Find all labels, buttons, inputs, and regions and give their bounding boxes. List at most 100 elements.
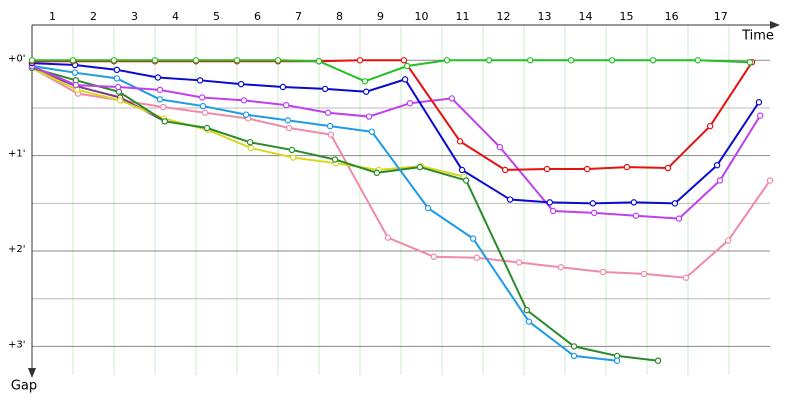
data-point — [496, 143, 504, 151]
data-point — [321, 85, 329, 93]
data-point — [589, 200, 597, 207]
data-point — [443, 57, 451, 64]
x-tick-label: 13 — [538, 10, 552, 23]
data-point — [274, 57, 282, 64]
series-line — [32, 59, 753, 171]
data-point — [201, 109, 209, 116]
data-point — [28, 57, 36, 64]
data-point — [525, 318, 533, 325]
data-point — [72, 81, 80, 89]
data-point — [462, 177, 470, 184]
data-point — [368, 128, 376, 136]
data-point — [289, 154, 297, 161]
data-point — [506, 196, 514, 203]
data-point — [458, 166, 466, 174]
data-point — [365, 113, 373, 120]
x-axis-arrow — [770, 21, 780, 29]
series-line — [31, 66, 659, 362]
data-point — [192, 57, 200, 64]
data-point — [671, 200, 679, 207]
data-point — [400, 57, 408, 64]
y-axis-arrow — [28, 368, 36, 378]
data-point — [567, 57, 575, 64]
data-point — [384, 234, 392, 241]
y-tick-label: +2' — [8, 244, 26, 255]
data-point — [523, 306, 531, 314]
data-point — [630, 199, 638, 206]
x-tick-label: 8 — [336, 10, 343, 23]
y-axis-title: Gap — [11, 379, 37, 394]
data-point — [156, 96, 164, 103]
data-point — [285, 124, 293, 132]
data-point — [288, 146, 296, 154]
series-line — [32, 59, 750, 83]
data-point — [543, 165, 551, 173]
data-point — [362, 88, 370, 95]
data-point — [246, 139, 254, 146]
data-point — [756, 112, 764, 119]
data-point — [373, 169, 381, 177]
data-point — [746, 58, 754, 66]
data-point — [485, 57, 493, 64]
x-tick-label: 15 — [620, 10, 634, 23]
x-tick-label: 4 — [172, 10, 179, 23]
data-point — [682, 274, 690, 281]
data-point — [716, 177, 724, 184]
x-tick-label: 17 — [714, 10, 728, 23]
data-point — [161, 118, 169, 125]
data-point — [401, 76, 409, 83]
data-point — [151, 57, 159, 64]
y-tick-label: +1' — [8, 149, 26, 160]
data-point — [613, 357, 621, 364]
data-point — [590, 209, 598, 217]
data-point — [233, 57, 241, 64]
data-point — [154, 74, 162, 81]
data-point — [315, 58, 323, 65]
data-point — [430, 253, 437, 260]
data-point — [469, 235, 477, 242]
data-point — [284, 117, 292, 124]
x-tick-label: 14 — [579, 10, 593, 23]
data-point — [71, 69, 79, 76]
data-point — [240, 97, 248, 104]
data-point — [473, 254, 481, 261]
data-point — [237, 80, 245, 88]
data-point — [599, 268, 607, 276]
data-point — [114, 83, 122, 91]
data-point — [242, 111, 250, 118]
data-point — [456, 138, 464, 145]
data-point — [640, 270, 648, 278]
data-point — [196, 77, 204, 84]
x-tick-label: 1 — [49, 10, 56, 23]
data-point — [283, 101, 290, 109]
data-point — [116, 97, 124, 104]
data-point — [755, 99, 763, 106]
data-point — [706, 122, 714, 130]
data-point — [416, 163, 424, 171]
data-point — [424, 204, 432, 212]
data-point — [198, 94, 206, 101]
data-point — [515, 259, 523, 266]
data-point — [113, 66, 121, 74]
data-point — [526, 57, 534, 64]
data-point — [361, 78, 369, 85]
y-tick-label: +0' — [8, 53, 26, 64]
data-point — [570, 352, 578, 360]
x-tick-label: 12 — [497, 10, 511, 23]
data-point — [69, 57, 77, 64]
data-point — [546, 199, 554, 206]
x-tick-label: 5 — [213, 10, 220, 23]
data-point — [724, 237, 732, 244]
data-point — [501, 166, 509, 174]
data-point — [403, 62, 411, 70]
x-tick-label: 7 — [295, 10, 302, 23]
data-point — [675, 215, 683, 222]
x-tick-label: 2 — [90, 10, 97, 23]
data-point — [199, 102, 207, 110]
data-point — [326, 122, 334, 130]
data-point — [713, 161, 721, 169]
data-point — [608, 57, 616, 64]
data-point — [156, 86, 164, 94]
data-point — [324, 109, 332, 116]
